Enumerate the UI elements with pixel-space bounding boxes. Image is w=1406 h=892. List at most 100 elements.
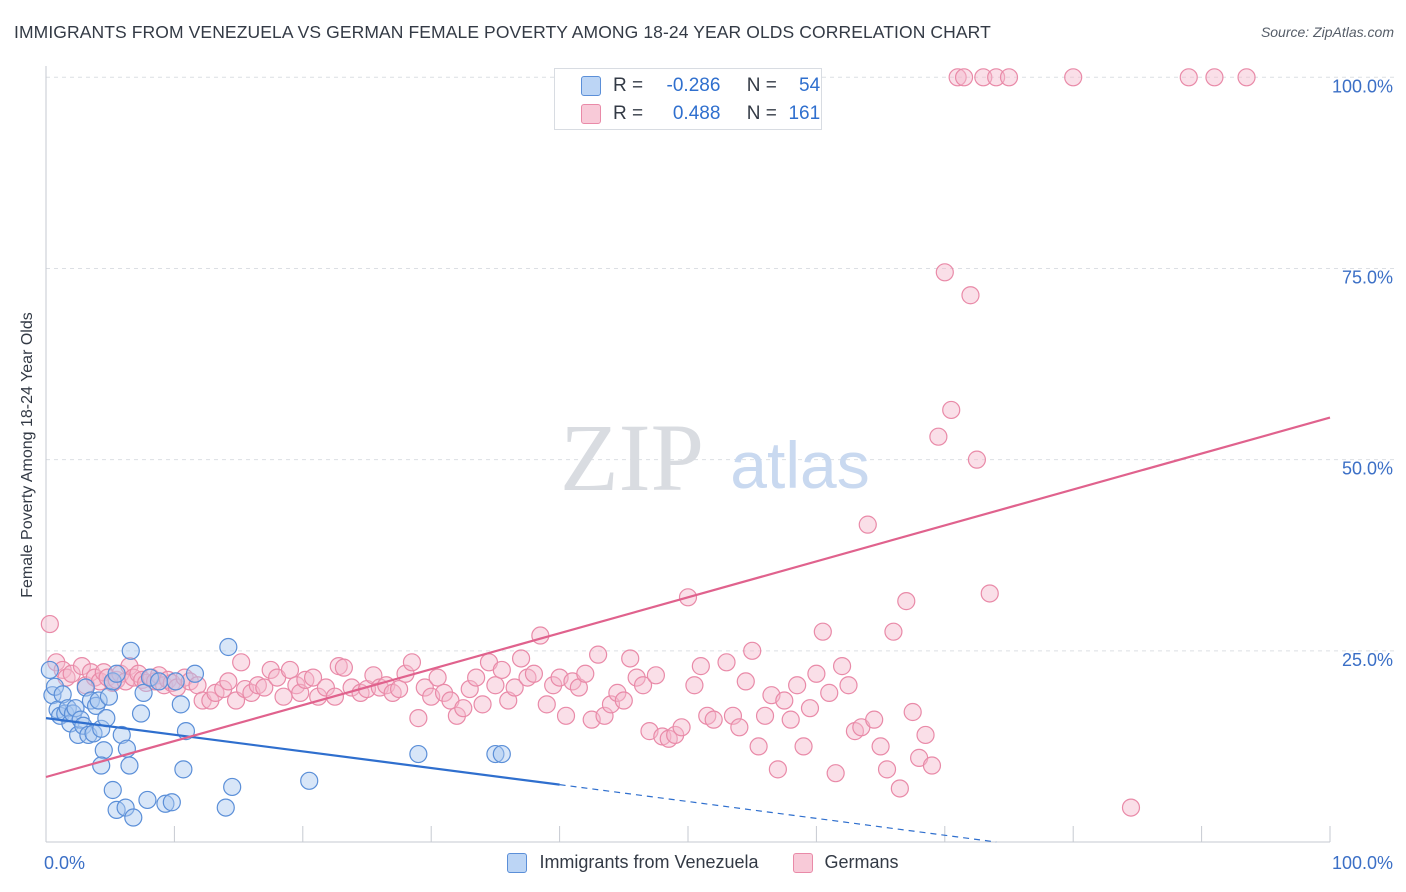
venezuela-trend-extension (559, 784, 997, 843)
germans-point (428, 668, 447, 687)
germans-point (871, 737, 890, 756)
germans-point (723, 706, 743, 725)
germans-point (903, 702, 922, 722)
venezuela-point (492, 744, 511, 764)
venezuela-point (81, 691, 101, 710)
germans-point (303, 668, 323, 687)
germans-point (621, 649, 640, 668)
venezuela-point (131, 704, 151, 723)
germans-point (614, 691, 633, 710)
legend-r-label: R = (613, 75, 644, 96)
germans-point (807, 664, 826, 683)
germans-point (730, 718, 749, 737)
y-tick-label: 50.0% (1342, 459, 1393, 479)
trend-lines (45, 416, 1331, 843)
germans-point (749, 737, 768, 756)
legend-r-value: 0.488 (672, 103, 721, 124)
venezuela-point (68, 725, 88, 745)
germans-point (232, 653, 251, 672)
germans-trend-line (45, 416, 1331, 779)
germans-point (537, 695, 556, 714)
venezuela-point (112, 725, 131, 745)
venezuela-point (300, 771, 319, 790)
y-tick-label: 75.0% (1342, 267, 1393, 287)
germans-point (897, 592, 916, 611)
germans-point (755, 706, 775, 725)
venezuela-point (223, 777, 242, 797)
legend-label-germans: Germans (824, 852, 899, 872)
legend-swatch-pink (792, 852, 813, 873)
x-tick-label: 100.0% (1332, 853, 1393, 873)
venezuela-point (121, 641, 140, 660)
series-legend: Immigrants from Venezuela Germans (0, 852, 1406, 873)
germans-point (576, 664, 595, 683)
germans-point (884, 622, 903, 641)
venezuela-point (99, 687, 119, 706)
venezuela-point (66, 699, 85, 718)
legend-n-value: 54 (799, 75, 821, 96)
germans-point (954, 68, 974, 87)
venezuela-point (156, 794, 175, 813)
venezuela-point (120, 756, 139, 775)
germans-point (415, 678, 434, 697)
germans-point (62, 664, 81, 683)
germans-point (704, 710, 723, 729)
venezuela-point (89, 691, 108, 710)
germans-point (948, 68, 967, 87)
germans-point (858, 515, 877, 534)
venezuela-point (486, 744, 505, 764)
chart-title: IMMIGRANTS FROM VENEZUELA VS GERMAN FEMA… (14, 22, 991, 42)
germans-point (974, 68, 993, 87)
germans-point (672, 718, 691, 737)
germans-point (633, 676, 653, 695)
germans-point (556, 706, 576, 725)
venezuela-point (185, 664, 205, 683)
germans-point (942, 400, 961, 420)
venezuela-point (124, 808, 143, 827)
germans-point (467, 668, 486, 687)
germans-point (505, 678, 524, 697)
germans-point (717, 653, 736, 672)
venezuela-point (45, 677, 65, 696)
germans-point (691, 657, 710, 676)
germans-point (1121, 798, 1141, 817)
germans-point (280, 660, 300, 680)
germans-point (813, 622, 832, 641)
germans-point (219, 672, 238, 691)
germans-point (524, 664, 544, 683)
germans-point (72, 657, 92, 676)
germans-point (390, 679, 409, 699)
germans-point (646, 666, 666, 685)
correlation-legend: R = -0.286 N = 54 R = 0.488 N = 161 (554, 68, 822, 130)
germans-point (1179, 68, 1198, 87)
legend-label-venezuela: Immigrants from Venezuela (539, 852, 759, 872)
venezuela-point (94, 741, 113, 760)
germans-point (402, 653, 422, 672)
venezuela-point (107, 664, 126, 683)
germans-point (334, 658, 353, 677)
legend-n-value: 161 (788, 103, 821, 124)
venezuela-point (162, 793, 181, 812)
venezuela-point (134, 683, 153, 702)
legend-n-label: N = (746, 103, 777, 124)
legend-swatch-blue (581, 76, 601, 96)
germans-point (794, 737, 813, 756)
watermark-zip: ZIP (560, 404, 704, 511)
venezuela-point (138, 790, 157, 810)
germans-point (839, 676, 858, 695)
germans-point (473, 695, 492, 714)
legend-item-venezuela: Immigrants from Venezuela (507, 852, 759, 873)
venezuela-point (171, 695, 190, 714)
germans-point (935, 263, 954, 282)
germans-point (1205, 68, 1224, 87)
germans-point (255, 678, 274, 697)
venezuela-point (409, 744, 428, 764)
germans-point (685, 676, 704, 695)
germans-point (922, 756, 942, 775)
venezuela-point (149, 672, 169, 691)
germans-point (511, 649, 531, 668)
watermark-atlas: atlas (730, 428, 869, 502)
germans-point (999, 68, 1019, 87)
germans-point (1237, 68, 1256, 87)
